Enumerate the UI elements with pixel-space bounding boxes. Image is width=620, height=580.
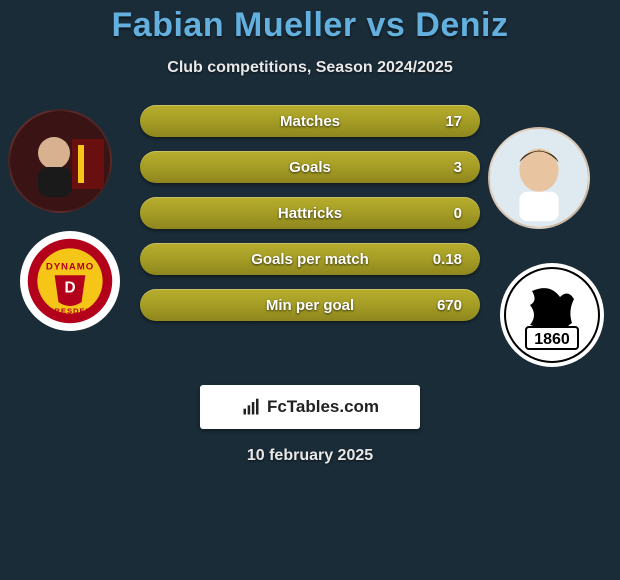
player-photo-placeholder: [10, 111, 110, 211]
stat-label: Hattricks: [140, 197, 480, 229]
subtitle: Club competitions, Season 2024/2025: [0, 59, 620, 77]
stat-bars: Matches 17 Goals 3 Hattricks 0 Goals per…: [140, 105, 480, 335]
stat-bar: Hattricks 0: [140, 197, 480, 229]
left-club-badge: DYNAMO D DRESDEN: [20, 231, 120, 331]
stat-bar: Goals per match 0.18: [140, 243, 480, 275]
stat-label: Min per goal: [140, 289, 480, 321]
brand-text: FcTables.com: [267, 397, 379, 417]
stat-value: 0.18: [433, 243, 462, 275]
person-icon: [490, 129, 588, 227]
club-year-label: 1860: [534, 331, 570, 348]
svg-text:D: D: [64, 280, 75, 297]
club-crest-icon: DYNAMO D DRESDEN: [22, 233, 118, 329]
stat-value: 670: [437, 289, 462, 321]
player-photo-placeholder: [490, 129, 588, 227]
page-title: Fabian Mueller vs Deniz: [0, 0, 620, 45]
bar-chart-icon: [241, 397, 261, 417]
stat-label: Goals: [140, 151, 480, 183]
date-label: 10 february 2025: [0, 447, 620, 465]
stat-value: 0: [454, 197, 462, 229]
stat-bar: Matches 17: [140, 105, 480, 137]
person-icon: [10, 111, 110, 211]
club-crest-icon: 1860: [502, 265, 602, 365]
stat-bar: Min per goal 670: [140, 289, 480, 321]
left-player-avatar: [8, 109, 112, 213]
right-player-avatar: [488, 127, 590, 229]
svg-text:DYNAMO: DYNAMO: [46, 261, 94, 272]
right-club-badge: 1860: [500, 263, 604, 367]
brand-badge: FcTables.com: [200, 385, 420, 429]
stat-bar: Goals 3: [140, 151, 480, 183]
stat-value: 17: [445, 105, 462, 137]
stat-label: Matches: [140, 105, 480, 137]
stat-value: 3: [454, 151, 462, 183]
club-city-label: DRESDEN: [48, 307, 92, 316]
stat-label: Goals per match: [140, 243, 480, 275]
comparison-panel: DYNAMO D DRESDEN 1860 Matches 17 Goals 3…: [0, 105, 620, 365]
